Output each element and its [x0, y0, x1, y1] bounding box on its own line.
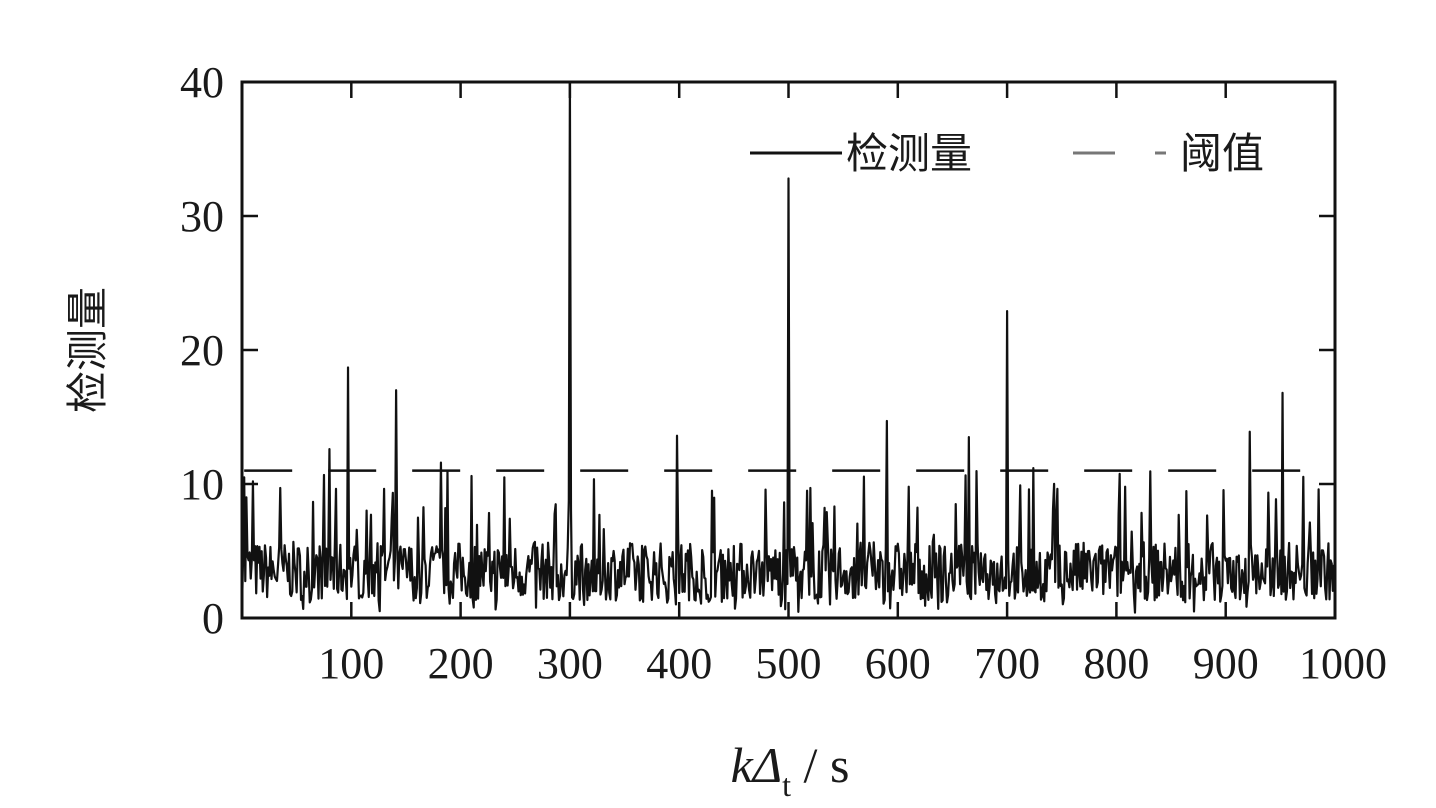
x-axis-label: kΔt / s — [731, 737, 850, 803]
x-tick-label-200: 200 — [428, 639, 494, 688]
x-tick-label-1000: 1000 — [1299, 639, 1387, 688]
y-axis-label: 检测量 — [63, 287, 112, 413]
detection-series — [240, 80, 1337, 614]
x-tick-label-700: 700 — [974, 639, 1040, 688]
x-tick-label-500: 500 — [756, 639, 822, 688]
y-tick-label-10: 10 — [180, 460, 224, 509]
y-tick-label-20: 20 — [180, 326, 224, 375]
x-tick-label-900: 900 — [1193, 639, 1259, 688]
x-label-subscript: t — [782, 767, 791, 803]
y-tick-labels: 0 10 20 30 40 — [180, 58, 224, 643]
x-tick-label-100: 100 — [318, 639, 384, 688]
x-label-var: k — [731, 737, 754, 793]
y-tick-label-0: 0 — [202, 594, 224, 643]
x-tick-label-400: 400 — [646, 639, 712, 688]
y-tick-label-30: 30 — [180, 192, 224, 241]
x-tick-label-800: 800 — [1083, 639, 1149, 688]
x-label-unit: / s — [791, 737, 849, 793]
x-tick-label-300: 300 — [537, 639, 603, 688]
legend-label-threshold: 阈值 — [1180, 129, 1264, 178]
detection-line — [240, 80, 1337, 614]
x-tick-label-600: 600 — [865, 639, 931, 688]
legend-label-detection: 检测量 — [846, 129, 972, 178]
x-tick-labels: 100 200 300 400 500 600 700 800 900 1000 — [318, 639, 1387, 688]
x-label-delta: Δ — [751, 737, 782, 793]
y-tick-label-40: 40 — [180, 58, 224, 107]
legend: 检测量 阈值 — [750, 129, 1264, 178]
tick-marks — [242, 80, 1337, 620]
